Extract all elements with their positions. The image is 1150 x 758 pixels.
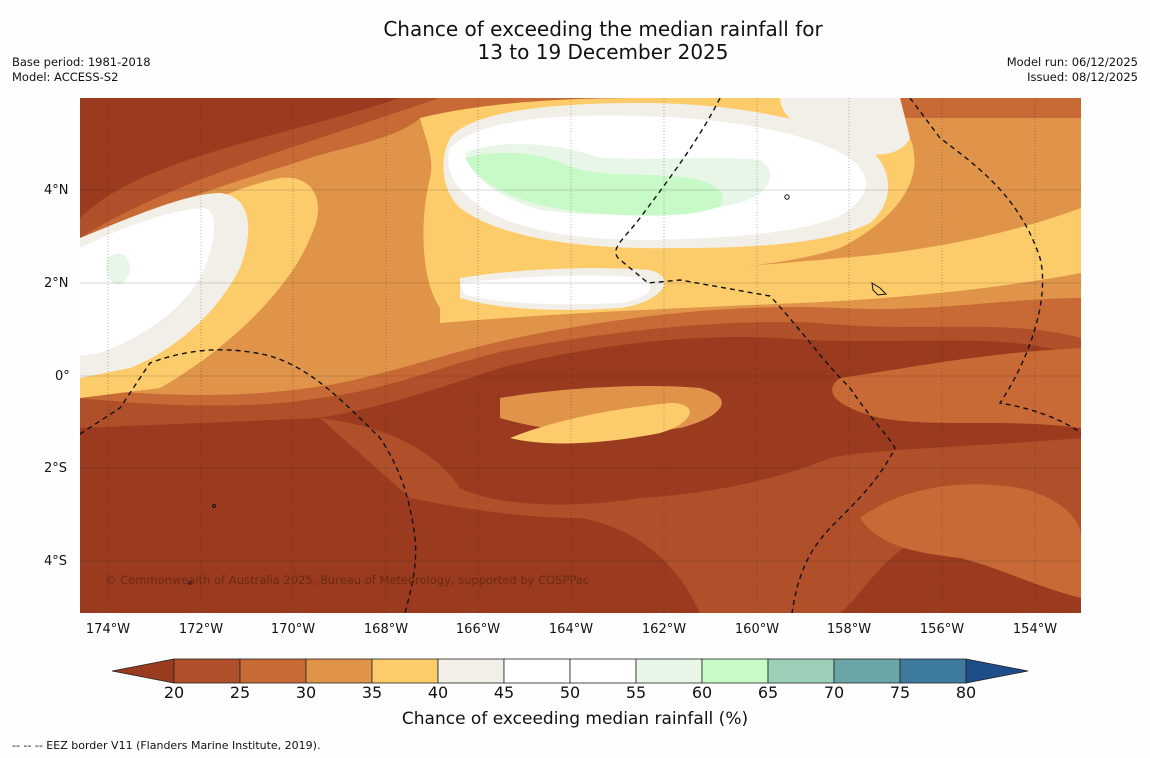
colorbar-cell — [767, 658, 835, 684]
island-outlines — [188, 194, 888, 585]
colorbar-tick-label: 40 — [427, 683, 449, 702]
lon-label-174w: 174°W — [85, 622, 131, 637]
colorbar-cell — [701, 658, 769, 684]
lat-label-2n: 2°N — [44, 276, 69, 291]
band-35-40-south — [510, 403, 690, 444]
colorbar-tick-label: 80 — [955, 683, 977, 702]
colorbar-cell — [239, 658, 307, 684]
lon-label-164w: 164°W — [548, 622, 594, 637]
band-25-30-southeast — [860, 484, 1081, 598]
title-line-1: Chance of exceeding the median rainfall … — [383, 17, 823, 41]
colorbar-tick-label: 35 — [361, 683, 383, 702]
colorbar-cell — [173, 658, 241, 684]
band-20-25-south — [320, 418, 1081, 613]
title-line-2: 13 to 19 December 2025 — [477, 40, 729, 64]
colorbar-tick-label: 50 — [559, 683, 581, 702]
colorbar-tick-label: 70 — [823, 683, 845, 702]
band-55-60-west — [105, 253, 130, 285]
colorbar-tick-label: 60 — [691, 683, 713, 702]
colorbar-tick-label: 25 — [229, 683, 251, 702]
grid-lines — [107, 98, 1036, 613]
colorbar-cell — [305, 658, 373, 684]
eez-borders — [80, 98, 1081, 613]
eez-footnote: -- -- -- EEZ border V11 (Flanders Marine… — [12, 739, 321, 752]
band-25-30-east — [832, 348, 1081, 428]
issued-date: Issued: 08/12/2025 — [1027, 70, 1138, 84]
colorbar-cell — [899, 658, 967, 684]
colorbar — [112, 658, 1029, 684]
colorbar-tick-label: 75 — [889, 683, 911, 702]
colorbar-cell — [569, 658, 637, 684]
colorbar-tick-label: 45 — [493, 683, 515, 702]
colorbar-extend-low — [112, 658, 175, 684]
lat-label-4n: 4°N — [44, 183, 69, 198]
meta-left: Base period: 1981-2018 Model: ACCESS-S2 — [12, 55, 151, 85]
copyright-notice: © Commonwealth of Australia 2025, Bureau… — [105, 573, 590, 587]
base-period: Base period: 1981-2018 — [12, 55, 151, 69]
map-canvas — [80, 98, 1081, 613]
colorbar-tick-label: 65 — [757, 683, 779, 702]
lat-label-0: 0° — [55, 369, 70, 384]
colorbar-extend-high — [965, 658, 1029, 684]
colorbar-cell — [833, 658, 901, 684]
lon-label-154w: 154°W — [1012, 622, 1058, 637]
band-45-55-west — [80, 208, 215, 356]
colorbar-tick-label: 55 — [625, 683, 647, 702]
band-40-45-east — [780, 98, 910, 155]
lon-label-166w: 166°W — [455, 622, 501, 637]
lon-label-158w: 158°W — [826, 622, 872, 637]
lon-label-172w: 172°W — [178, 622, 224, 637]
lat-label-2s: 2°S — [44, 461, 68, 476]
colorbar-cell — [371, 658, 439, 684]
colorbar-cell — [503, 658, 571, 684]
colorbar-cell — [437, 658, 505, 684]
lon-label-162w: 162°W — [641, 622, 687, 637]
colorbar-tick-label: 20 — [163, 683, 185, 702]
meta-right: Model run: 06/12/2025 Issued: 08/12/2025 — [1007, 55, 1138, 85]
lat-label-4s: 4°S — [44, 554, 68, 569]
lat-grid-lines — [80, 189, 1081, 562]
colorbar-title: Chance of exceeding median rainfall (%) — [401, 709, 749, 729]
band-60-65 — [465, 152, 723, 216]
colorbar-tick-label: 30 — [295, 683, 317, 702]
colorbar-cells — [112, 658, 1029, 684]
lon-label-156w: 156°W — [919, 622, 965, 637]
chart-title: Chance of exceeding the median rainfall … — [0, 18, 1150, 64]
band-45-55-south — [460, 275, 651, 305]
rainfall-map — [80, 98, 1081, 613]
lon-label-168w: 168°W — [363, 622, 409, 637]
lon-label-170w: 170°W — [270, 622, 316, 637]
model-name: Model: ACCESS-S2 — [12, 70, 119, 84]
lon-label-160w: 160°W — [734, 622, 780, 637]
model-run: Model run: 06/12/2025 — [1006, 55, 1138, 69]
colorbar-cell — [635, 658, 703, 684]
